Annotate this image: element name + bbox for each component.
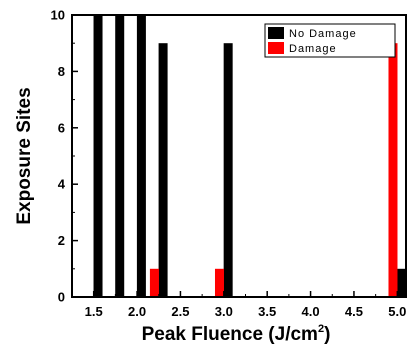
- x-tick-label: 2.5: [171, 304, 189, 319]
- x-tick-label: 3.5: [258, 304, 276, 319]
- x-tick-label: 2.0: [128, 304, 146, 319]
- y-tick-label: 0: [58, 290, 65, 305]
- y-axis: 0 2 4 6 8 10: [51, 8, 78, 305]
- bar-no-damage-1: [115, 15, 125, 297]
- y-axis-title: Exposure Sites: [14, 87, 35, 224]
- x-axis-title-superscript: 2: [318, 323, 324, 335]
- bar-damage-2: [388, 43, 398, 298]
- legend-label-no-damage: No Damage: [289, 28, 357, 40]
- x-axis-title-suffix: ): [324, 324, 330, 345]
- y-tick-label: 2: [58, 233, 65, 248]
- x-axis-title-main: Peak Fluence (J/cm: [142, 324, 318, 345]
- bar-damage-1: [214, 268, 224, 297]
- bar-no-damage-5: [397, 268, 407, 297]
- x-axis-title: Peak Fluence (J/cm2): [142, 323, 331, 345]
- clipped-title-fragment: [100, 0, 280, 6]
- x-tick-label: 1.5: [85, 304, 103, 319]
- x-tick-label: 3.0: [215, 304, 233, 319]
- x-tick-label: 5.0: [388, 304, 406, 319]
- bar-no-damage-4: [223, 43, 233, 298]
- bar-no-damage-0: [93, 15, 103, 297]
- legend-box: [264, 23, 396, 58]
- legend-swatch-no-damage: [268, 27, 284, 39]
- legend: No Damage Damage: [264, 23, 396, 58]
- y-tick-label: 4: [58, 177, 66, 192]
- bar-no-damage-2: [136, 15, 146, 297]
- legend-label-damage: Damage: [289, 43, 337, 55]
- bar-damage-0: [149, 268, 159, 297]
- legend-swatch-damage: [268, 42, 284, 54]
- y-tick-label: 8: [58, 64, 65, 79]
- x-tick-label: 4.0: [302, 304, 320, 319]
- bar-no-damage-3: [158, 43, 168, 298]
- y-tick-label: 10: [51, 8, 65, 23]
- y-tick-label: 6: [58, 120, 65, 135]
- x-tick-label: 4.5: [345, 304, 363, 319]
- bars-layer: [93, 15, 407, 298]
- x-axis: 1.5 2.0 2.5 3.0 3.5 4.0 4.5 5.0: [85, 291, 406, 319]
